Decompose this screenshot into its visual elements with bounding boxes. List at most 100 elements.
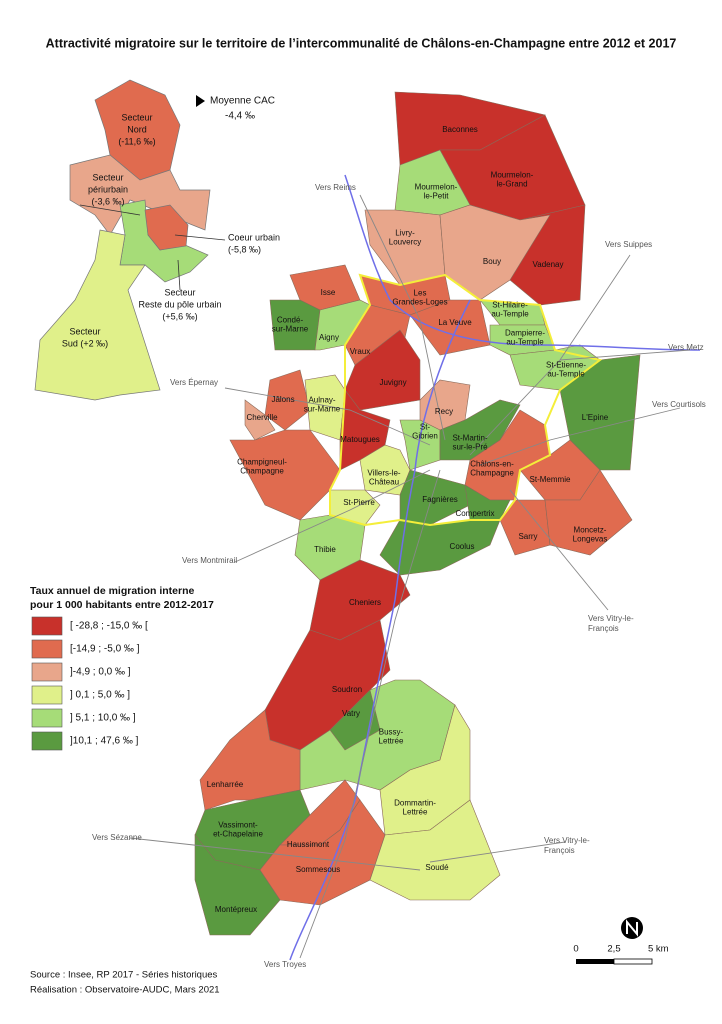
commune-label: L'Epine [582, 413, 609, 422]
commune-label: Vadenay [533, 260, 564, 269]
road-label: Vers Épernay [170, 378, 218, 387]
inset-label: Secteur [121, 112, 152, 122]
commune-label: Baconnes [442, 125, 478, 134]
commune-label: St-Etienne- [546, 361, 586, 370]
commune-label: Mourmelon- [415, 183, 458, 192]
road [299, 469, 441, 959]
commune-area [244, 399, 276, 441]
inset-label: (-5,8 ‰) [228, 244, 261, 254]
inset-label: périurbain [88, 184, 128, 194]
commune-area [199, 709, 301, 811]
commune-label: St-Memmie [530, 475, 571, 484]
commune-area [409, 299, 491, 356]
legend-title: pour 1 000 habitants entre 2012-2017 [30, 599, 214, 611]
road-label: Vers Sézanne [92, 833, 142, 842]
inset-label: Secteur [164, 287, 195, 297]
commune-label: Bouy [483, 257, 501, 266]
inset-label: Coeur urbain [228, 232, 280, 242]
commune-label: Livry- [395, 229, 415, 238]
road [224, 387, 431, 446]
commune-label: Compertrix [455, 509, 494, 518]
legend-title: Taux annuel de migration interne [30, 585, 194, 597]
road-label: Vers Reims [315, 183, 356, 192]
commune-label: Coolus [450, 542, 475, 551]
road [129, 837, 421, 871]
river [344, 174, 701, 351]
average-marker [196, 95, 205, 107]
inset-label: Secteur [92, 172, 123, 182]
inset-label: Secteur [69, 326, 100, 336]
road [359, 194, 446, 441]
road-label: Vers Suippes [605, 240, 652, 249]
road [234, 469, 431, 563]
commune-label: St- [420, 423, 431, 432]
commune-label: Champigneul- [237, 458, 287, 467]
commune-label: Champagne [240, 467, 284, 476]
north-arrow [621, 917, 643, 939]
leader-line [177, 259, 181, 291]
labels: BaconnesMourmelon-le-GrandMourmelon-le-P… [92, 125, 706, 969]
road [429, 841, 566, 863]
commune-label: le-Grand [496, 180, 527, 189]
commune-label: La Veuve [438, 318, 472, 327]
commune-label: Grandes-Loges [392, 298, 447, 307]
inset-label: (+5,6 ‰) [162, 311, 197, 321]
legend-swatch [31, 662, 63, 682]
legend-label: [ -28,8 ; -15,0 ‰ [ [70, 621, 148, 632]
legend-label: ]-4,9 ; 0,0 ‰ ] [70, 667, 131, 678]
commune-label: Vraux [350, 347, 371, 356]
commune-label: Thibie [314, 545, 336, 554]
road-label: Vers Montmirail [182, 556, 237, 565]
commune-label: St-Martin- [452, 434, 487, 443]
commune-area [544, 469, 633, 556]
commune-label: Villers-le- [367, 469, 401, 478]
commune-label: Louvercy [389, 238, 421, 247]
commune-label: Dommartin- [394, 799, 436, 808]
commune-label: et-Chapelaine [213, 830, 263, 839]
commune-label: Aigny [319, 333, 339, 342]
commune-label: Cherville [246, 413, 278, 422]
road-label: Vers Troyes [264, 960, 306, 969]
commune-label: au-Temple [506, 338, 544, 347]
commune-label: Lenharrée [207, 780, 244, 789]
scale-bar: 0 2,5 5 km [573, 944, 669, 965]
urban-pole-outline [329, 273, 603, 527]
scale-label: 5 km [648, 944, 669, 955]
average-value: -4,4 ‰ [225, 111, 255, 122]
commune-label: Châlons-en- [470, 460, 514, 469]
commune-label: Sarry [518, 532, 537, 541]
map-title: Attractivité migratoire sur le territoir… [46, 36, 677, 50]
inset-label: (-3,6 ‰) [91, 196, 124, 206]
network [129, 174, 701, 961]
average-label: Moyenne CAC [210, 96, 275, 107]
commune-areas [194, 91, 641, 936]
road-label: François [544, 846, 575, 855]
commune-label: Lettrée [403, 808, 428, 817]
commune-label: St-Hilaire- [492, 301, 528, 310]
source-note: Réalisation : Observatoire-AUDC, Mars 20… [30, 985, 220, 996]
commune-label: Lettrée [379, 737, 404, 746]
commune-label: Dampierre- [505, 329, 545, 338]
commune-label: Isse [321, 288, 336, 297]
scale-label: 0 [573, 944, 578, 955]
commune-label: au-Temple [547, 370, 585, 379]
inset-map: Secteur Nord (-11,6 ‰) Secteur périurbain (-3… [34, 79, 280, 401]
leader-line [79, 204, 141, 216]
legend-label: ]10,1 ; 47,6 ‰ ] [70, 736, 139, 747]
inset-label: Sud (+2 ‰) [62, 338, 108, 348]
commune-label: Mourmelon- [491, 171, 534, 180]
commune-label: Champagne [470, 469, 514, 478]
commune-area [259, 799, 386, 906]
commune-label: sur-Marne [304, 405, 341, 414]
commune-area [439, 399, 521, 461]
commune-label: Château [369, 478, 399, 487]
legend-swatch [31, 616, 63, 636]
inset-sector [34, 229, 161, 401]
commune-area [464, 484, 511, 521]
road-label: Vers Vitry-le- [588, 614, 634, 623]
commune-label: Fagnières [422, 495, 458, 504]
commune-label: St-Pierre [343, 498, 375, 507]
commune-label: Cheniers [349, 598, 381, 607]
road-label: Vers Courtisols [652, 400, 706, 409]
